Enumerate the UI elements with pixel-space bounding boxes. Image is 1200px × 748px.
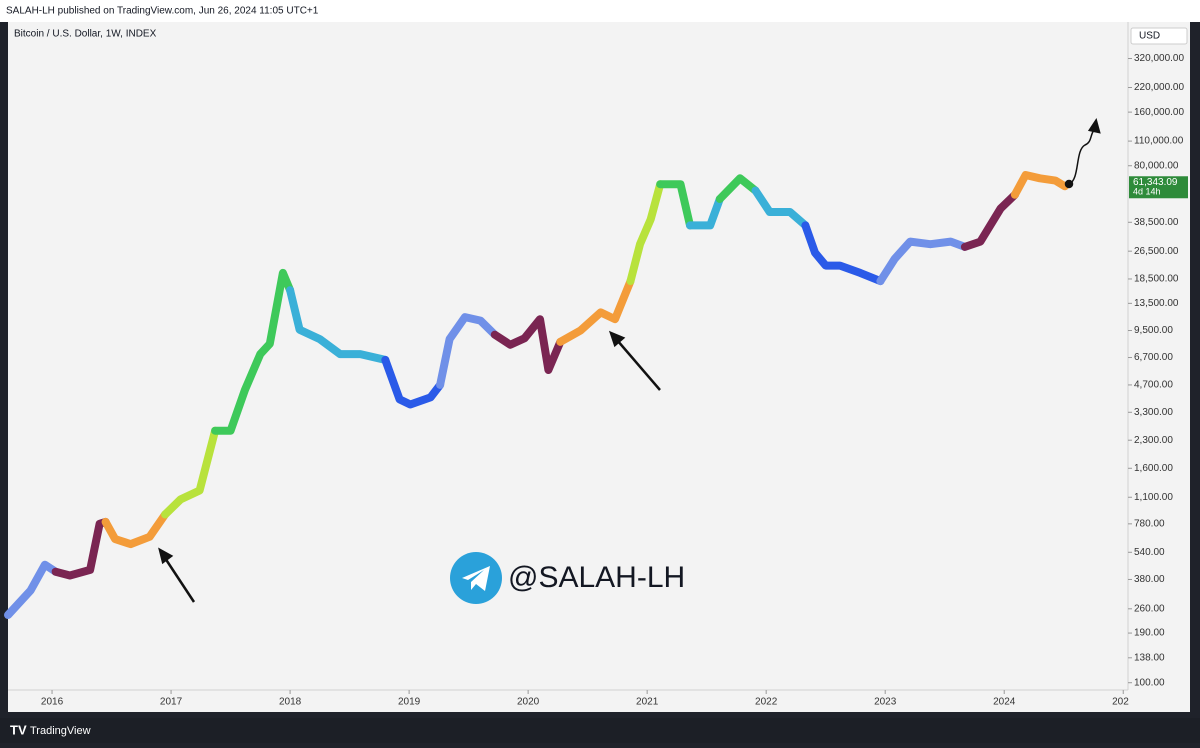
- footer: [0, 718, 1200, 743]
- y-tick-label: 38,500.00: [1134, 217, 1179, 228]
- y-tick-label: 2,300.00: [1134, 435, 1173, 446]
- symbol-title: Bitcoin / U.S. Dollar, 1W, INDEX: [14, 29, 157, 40]
- price-line: [656, 180, 694, 230]
- x-tick-label: 2019: [398, 697, 421, 708]
- x-tick-label: 2021: [636, 697, 659, 708]
- x-tick-label: 2017: [160, 697, 183, 708]
- arrow-head: [158, 547, 174, 565]
- y-tick-label: 26,500.00: [1134, 246, 1179, 257]
- y-tick-label: 160,000.00: [1134, 107, 1184, 118]
- x-tick-label: 2020: [517, 697, 540, 708]
- x-tick-label: 2025: [1112, 697, 1135, 708]
- price-line: [51, 517, 110, 580]
- price-axis: [1128, 22, 1190, 712]
- x-tick-label: 2023: [874, 697, 897, 708]
- x-tick-label: 2022: [755, 697, 778, 708]
- price-line: [876, 237, 969, 286]
- y-tick-label: 540.00: [1134, 547, 1165, 558]
- y-tick-label: 4,700.00: [1134, 380, 1173, 391]
- y-tick-label: 220,000.00: [1134, 82, 1184, 93]
- countdown: 4d 14h: [1133, 187, 1161, 197]
- price-line: [960, 190, 1019, 251]
- y-tick-label: 9,500.00: [1134, 325, 1173, 336]
- y-tick-label: 780.00: [1134, 518, 1165, 529]
- price-line: [211, 268, 295, 435]
- header-bar: [0, 0, 1200, 22]
- price-line: [751, 186, 810, 230]
- last-price-box: [1129, 176, 1188, 199]
- annotation-arrows: [158, 118, 1101, 603]
- axis-corner: [1129, 690, 1190, 712]
- x-tick-label: 2016: [41, 697, 64, 708]
- footer-logo: TV: [10, 722, 27, 737]
- plot: [4, 171, 1069, 619]
- y-tick-label: 138.00: [1134, 652, 1165, 663]
- time-axis: [8, 690, 1128, 712]
- price-line: [381, 355, 445, 409]
- y-tick-label: 320,000.00: [1134, 53, 1184, 64]
- footer-brand: TradingView: [30, 725, 91, 737]
- y-tick-label: 6,700.00: [1134, 352, 1173, 363]
- price-line: [4, 560, 60, 619]
- y-tick-label: 80,000.00: [1134, 160, 1179, 171]
- price-line: [715, 174, 760, 203]
- watermark-handle: @SALAH-LH: [508, 561, 685, 594]
- y-tick-label: 190.00: [1134, 628, 1165, 639]
- price-line: [436, 313, 499, 389]
- x-tick-label: 2024: [993, 697, 1016, 708]
- arrow-head: [608, 330, 626, 348]
- arrow: [163, 557, 196, 603]
- price-line: [626, 180, 665, 286]
- price-line: [556, 277, 635, 346]
- plot-area: [8, 22, 1128, 690]
- y-tick-label: 1,100.00: [1134, 492, 1173, 503]
- y-tick-label: 380.00: [1134, 574, 1165, 585]
- axes: 100.00 138.00 190.00 260.00 380.00 540.00 780.…: [41, 53, 1190, 712]
- header-text: SALAH-LH published on TradingView.com, J…: [6, 6, 319, 17]
- arrow-head: [1087, 118, 1101, 134]
- currency: USD: [1139, 31, 1160, 42]
- telegram-plane: [462, 566, 490, 591]
- currency-box: [1130, 27, 1188, 45]
- y-tick-label: 13,500.00: [1134, 298, 1179, 309]
- y-tick-label: 18,500.00: [1134, 274, 1179, 285]
- price-line: [1010, 171, 1069, 199]
- y-tick-label: 110,000.00: [1134, 136, 1184, 147]
- price-line: [286, 286, 390, 364]
- price-line: [801, 221, 885, 286]
- y-tick-label: 3,300.00: [1134, 407, 1173, 418]
- y-tick-label: 1,600.00: [1134, 463, 1173, 474]
- price-line: [490, 315, 565, 374]
- projection-curve: [1068, 129, 1095, 185]
- price-line: [161, 426, 220, 519]
- y-tick-label: 260.00: [1134, 603, 1165, 614]
- y-tick-label: 100.00: [1134, 677, 1165, 688]
- arrow: [616, 339, 661, 391]
- price-line: [101, 510, 170, 549]
- price-line: [686, 195, 724, 230]
- last-price-label: 61,343.09: [1133, 177, 1178, 188]
- x-tick-label: 2018: [279, 697, 302, 708]
